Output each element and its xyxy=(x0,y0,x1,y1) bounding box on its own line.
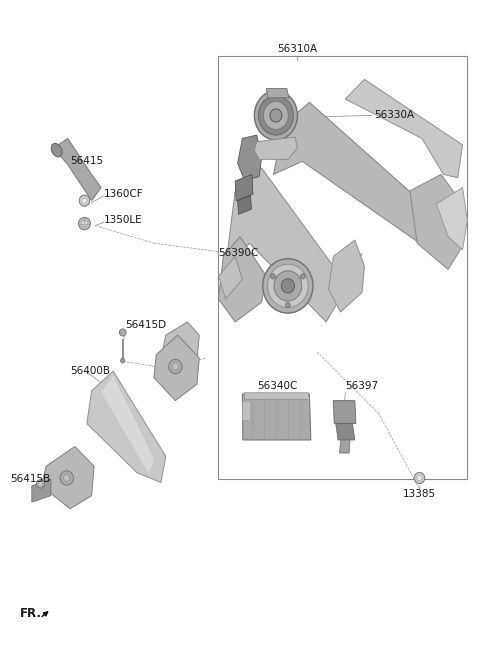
Polygon shape xyxy=(274,102,460,256)
Text: 1360CF: 1360CF xyxy=(104,189,143,199)
Polygon shape xyxy=(328,240,364,312)
Ellipse shape xyxy=(82,198,87,203)
Polygon shape xyxy=(218,256,242,299)
Polygon shape xyxy=(336,424,355,440)
Polygon shape xyxy=(161,322,199,371)
Polygon shape xyxy=(266,89,289,98)
Text: 56310A: 56310A xyxy=(277,45,317,55)
Text: 56400B: 56400B xyxy=(70,366,110,376)
Ellipse shape xyxy=(274,271,302,301)
Polygon shape xyxy=(410,174,463,269)
Ellipse shape xyxy=(168,359,182,374)
Polygon shape xyxy=(53,139,101,200)
Polygon shape xyxy=(238,195,252,214)
Polygon shape xyxy=(87,371,166,483)
Text: 56390C: 56390C xyxy=(218,248,259,258)
Polygon shape xyxy=(345,79,463,177)
Polygon shape xyxy=(154,335,199,401)
Ellipse shape xyxy=(264,101,288,129)
Polygon shape xyxy=(254,137,298,160)
Ellipse shape xyxy=(414,472,425,484)
Polygon shape xyxy=(339,440,350,453)
Polygon shape xyxy=(244,393,310,399)
Polygon shape xyxy=(238,135,262,181)
Ellipse shape xyxy=(258,96,293,135)
Ellipse shape xyxy=(267,264,308,307)
Ellipse shape xyxy=(36,480,45,488)
Polygon shape xyxy=(242,394,311,440)
Text: FR.: FR. xyxy=(20,607,42,620)
Polygon shape xyxy=(41,447,94,509)
Text: 1350LE: 1350LE xyxy=(104,215,142,225)
Ellipse shape xyxy=(60,471,73,485)
Ellipse shape xyxy=(38,482,43,486)
Ellipse shape xyxy=(286,302,290,307)
Ellipse shape xyxy=(263,259,313,313)
Polygon shape xyxy=(218,237,266,322)
Ellipse shape xyxy=(281,279,295,293)
Ellipse shape xyxy=(271,274,276,279)
Polygon shape xyxy=(226,168,362,322)
Ellipse shape xyxy=(172,363,179,370)
Ellipse shape xyxy=(270,109,282,122)
Ellipse shape xyxy=(120,358,125,363)
Bar xyxy=(218,57,468,480)
Text: 56415D: 56415D xyxy=(125,320,166,330)
Ellipse shape xyxy=(82,221,87,227)
Text: 56330A: 56330A xyxy=(374,110,414,120)
Ellipse shape xyxy=(300,274,305,279)
Text: 56340C: 56340C xyxy=(257,381,297,391)
Polygon shape xyxy=(101,376,154,474)
Polygon shape xyxy=(235,174,253,200)
Text: 56397: 56397 xyxy=(345,381,378,391)
Polygon shape xyxy=(436,187,468,250)
Ellipse shape xyxy=(417,476,422,481)
Polygon shape xyxy=(333,401,356,424)
Ellipse shape xyxy=(64,475,70,482)
Ellipse shape xyxy=(254,91,298,140)
Ellipse shape xyxy=(51,143,62,157)
Text: 56415: 56415 xyxy=(70,156,103,166)
Text: 13385: 13385 xyxy=(403,489,436,499)
Polygon shape xyxy=(242,401,250,420)
Text: 56415B: 56415B xyxy=(10,474,50,484)
Polygon shape xyxy=(32,480,51,502)
Ellipse shape xyxy=(78,217,90,230)
Ellipse shape xyxy=(79,195,90,206)
Ellipse shape xyxy=(120,328,126,336)
